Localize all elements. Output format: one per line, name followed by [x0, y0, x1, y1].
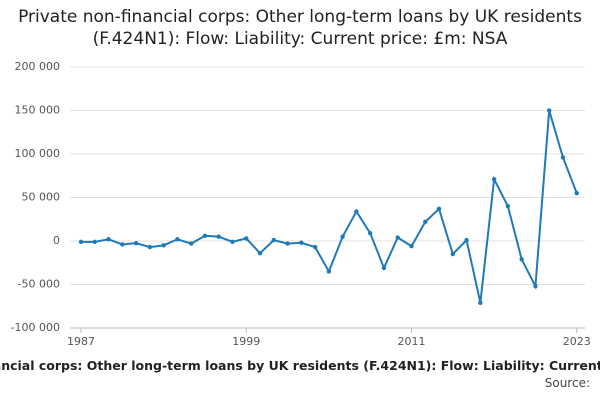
- point: [491, 177, 497, 182]
- point: [133, 240, 139, 246]
- point: [450, 251, 456, 257]
- point: [244, 236, 249, 241]
- source: Source:: [544, 376, 590, 390]
- point: [560, 155, 566, 160]
- line: [81, 110, 578, 303]
- point: [161, 243, 166, 248]
- y-tick-label: 50 000: [22, 191, 61, 204]
- point: [423, 219, 428, 225]
- point: [285, 241, 290, 246]
- point: [271, 237, 276, 243]
- point: [299, 240, 304, 245]
- y-tick-label: 150 000: [15, 104, 61, 117]
- point: [533, 284, 538, 289]
- y-tick-label: -100 000: [11, 321, 60, 334]
- point: [106, 237, 111, 242]
- x-tick-label: 1999: [232, 335, 260, 348]
- point: [574, 190, 579, 196]
- point: [354, 209, 359, 214]
- point: [326, 269, 332, 274]
- y-tick-label: 200 000: [15, 60, 61, 73]
- y-tick-label: 100 000: [15, 147, 61, 160]
- x-tick-label: 1987: [67, 335, 95, 348]
- point: [175, 237, 180, 242]
- point: [230, 239, 235, 245]
- y-tick-label: -50 000: [18, 278, 60, 291]
- point: [381, 265, 387, 271]
- y-tick-label: 0: [53, 234, 60, 247]
- x-tick-label: 2023: [563, 335, 591, 348]
- point: [436, 206, 442, 212]
- x-tick-label: 2011: [397, 335, 425, 348]
- point: [340, 234, 345, 239]
- point: [312, 244, 318, 250]
- point: [409, 244, 414, 249]
- point: [546, 108, 552, 113]
- point: [505, 204, 511, 209]
- point: [147, 244, 153, 250]
- chart-title: Private non-financial corps: Other long-…: [18, 7, 582, 49]
- point: [519, 257, 524, 262]
- point: [464, 237, 469, 243]
- point: [188, 241, 194, 246]
- point: [216, 234, 221, 239]
- point: [478, 300, 483, 305]
- point: [257, 250, 263, 256]
- footer-title: Private non-financial corps: Other long-…: [0, 358, 600, 373]
- point: [367, 230, 373, 236]
- point: [92, 239, 97, 245]
- point: [120, 242, 125, 247]
- point: [202, 233, 208, 238]
- point: [78, 239, 84, 245]
- point: [395, 235, 400, 240]
